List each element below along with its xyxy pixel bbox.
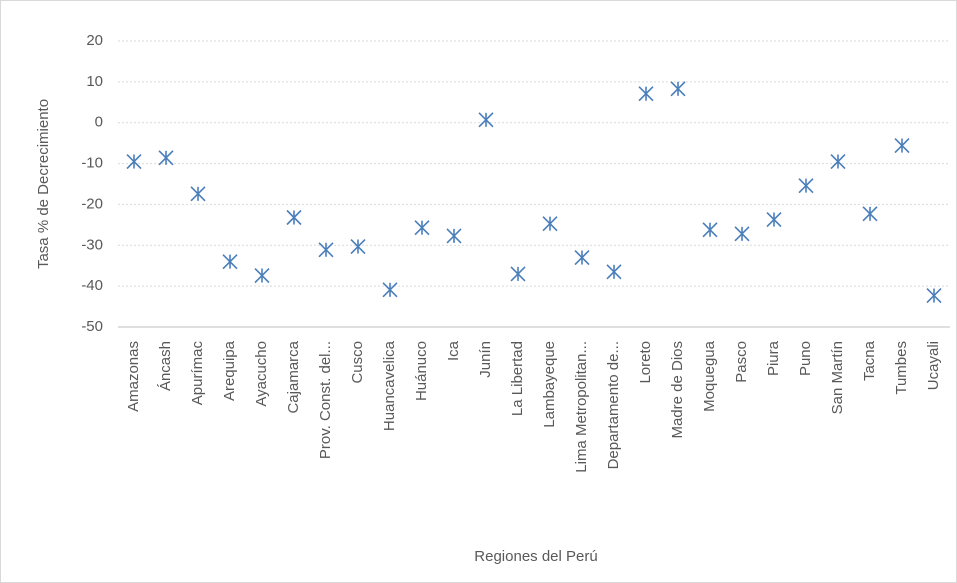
x-tick-label: Ica bbox=[445, 340, 462, 361]
marker bbox=[798, 178, 814, 194]
y-tick-label: -20 bbox=[81, 195, 103, 212]
x-tick-label: Prov. Const. del... bbox=[317, 341, 334, 459]
x-tick-label: Madre de Dios bbox=[669, 341, 686, 439]
marker bbox=[254, 267, 270, 284]
marker bbox=[510, 266, 526, 282]
x-tick-label: Junín bbox=[477, 341, 494, 378]
x-tick-label: Lima Metropolitan... bbox=[573, 341, 590, 473]
marker bbox=[542, 216, 558, 232]
marker bbox=[862, 206, 878, 222]
x-tick-label: Arequipa bbox=[221, 340, 238, 401]
marker bbox=[222, 254, 238, 270]
x-tick-label: Áncash bbox=[157, 341, 174, 391]
marker bbox=[926, 287, 942, 304]
x-tick-label: Lambayeque bbox=[541, 341, 558, 428]
x-tick-label: Amazonas bbox=[125, 341, 142, 412]
x-tick-label: Cajamarca bbox=[285, 340, 302, 413]
marker bbox=[158, 150, 174, 166]
x-tick-label: Cusco bbox=[349, 341, 366, 384]
y-tick-label: 10 bbox=[86, 73, 103, 90]
x-tick-label: Tumbes bbox=[893, 341, 910, 395]
y-tick-label: 20 bbox=[86, 32, 103, 49]
marker bbox=[382, 282, 398, 298]
x-tick-label: Ucayali bbox=[925, 341, 942, 390]
x-tick-label: Piura bbox=[765, 340, 782, 376]
x-tick-label: Pasco bbox=[733, 341, 750, 383]
x-axis-title: Regiones del Perú bbox=[474, 548, 597, 565]
x-tick-label: Puno bbox=[797, 341, 814, 376]
y-tick-label: -10 bbox=[81, 155, 103, 172]
x-tick-label: Huánuco bbox=[413, 341, 430, 401]
marker bbox=[574, 249, 590, 266]
x-tick-label: Tacna bbox=[861, 340, 878, 381]
x-tick-label: Apurímac bbox=[189, 341, 206, 406]
marker bbox=[894, 138, 910, 154]
x-tick-label: Moquegua bbox=[701, 340, 718, 412]
x-tick-label: San Martín bbox=[829, 341, 846, 414]
x-tick-label: Huancavelica bbox=[381, 340, 398, 431]
marker bbox=[350, 238, 366, 255]
x-tick-label: Ayacucho bbox=[253, 341, 270, 407]
y-tick-label: -40 bbox=[81, 277, 103, 294]
marker bbox=[446, 228, 462, 244]
marker bbox=[702, 222, 718, 238]
y-tick-label: 0 bbox=[95, 114, 103, 131]
marker bbox=[670, 81, 686, 97]
x-tick-label: La Libertad bbox=[509, 341, 526, 416]
marker bbox=[190, 186, 206, 202]
marker bbox=[606, 264, 622, 280]
marker bbox=[478, 112, 494, 128]
marker bbox=[318, 242, 334, 258]
x-tick-label: Departamento de... bbox=[605, 341, 622, 469]
x-tick-label: Loreto bbox=[637, 341, 654, 384]
marker bbox=[766, 211, 782, 228]
marker bbox=[126, 153, 142, 170]
marker bbox=[734, 226, 750, 242]
marker bbox=[286, 209, 302, 226]
marker bbox=[414, 220, 430, 236]
marker bbox=[830, 153, 846, 170]
marker bbox=[638, 86, 654, 102]
y-tick-label: -50 bbox=[81, 318, 103, 335]
y-tick-label: -30 bbox=[81, 236, 103, 253]
y-axis-title: Tasa % de Decrecimiento bbox=[35, 99, 52, 269]
